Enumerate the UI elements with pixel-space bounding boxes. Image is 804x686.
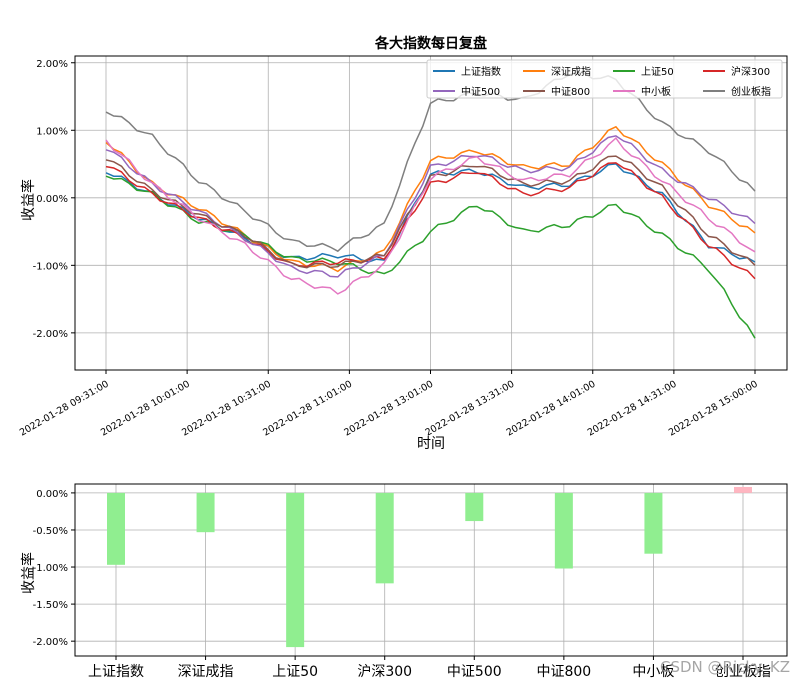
x-tick-label: 2022-01-28 13:01:00 — [342, 379, 435, 439]
series-line-创业板指 — [105, 71, 756, 253]
bar-上证50 — [286, 492, 305, 648]
y-tick-label: -1.00% — [33, 563, 68, 574]
y-tick-label: 0.00% — [36, 489, 68, 500]
x-tick-label: 2022-01-28 15:00:00 — [667, 379, 760, 439]
y-tick-label: -0.50% — [33, 526, 68, 537]
bar-创业板指 — [734, 486, 752, 493]
x-tick-label: 中证500 — [447, 664, 502, 680]
legend-label: 上证50 — [641, 66, 674, 78]
bar-chart-x-ticks: 上证指数 深证成指 上证50 沪深300 中证500 中证800 中小板 创业板指 — [88, 656, 771, 680]
series-line-中证800 — [105, 155, 756, 269]
y-tick-label: -1.00% — [33, 261, 68, 272]
legend-box — [426, 59, 783, 99]
line-chart: 2.00% 1.00% 0.00% -1.00% -2.00% 2022-01-28 0… — [18, 35, 788, 452]
x-tick-label: 2022-01-28 14:31:00 — [586, 379, 679, 439]
line-chart-x-axis-label: 时间 — [417, 436, 445, 452]
x-tick-label: 2022-01-28 09:31:00 — [18, 379, 111, 439]
legend-label: 中小板 — [641, 85, 671, 98]
y-tick-label: 1.00% — [36, 126, 68, 137]
line-chart-y-ticks: 2.00% 1.00% 0.00% -1.00% -2.00% — [33, 59, 75, 340]
x-tick-label: 中小板 — [632, 664, 674, 680]
x-tick-label: 沪深300 — [357, 664, 412, 680]
x-tick-label: 上证50 — [272, 664, 318, 680]
y-tick-label: 0.00% — [36, 194, 68, 205]
series-line-深证成指 — [105, 125, 756, 273]
legend-label: 中证500 — [461, 85, 500, 98]
y-tick-label: -2.00% — [33, 637, 68, 648]
bar-chart-bars — [107, 486, 752, 648]
bar-chart-y-ticks: 0.00% -0.50% -1.00% -1.50% -2.00% — [33, 489, 75, 648]
bar-chart-y-axis-label: 收益率 — [20, 552, 37, 594]
y-tick-label: -1.50% — [33, 600, 68, 611]
legend-label: 上证指数 — [461, 65, 501, 78]
x-tick-label: 深证成指 — [178, 664, 234, 680]
line-chart-grid — [75, 56, 787, 370]
y-tick-label: -2.00% — [33, 329, 68, 340]
bar-中小板 — [644, 492, 663, 554]
series-line-中小板 — [105, 136, 756, 295]
line-chart-series — [105, 71, 756, 339]
x-tick-label: 上证指数 — [88, 664, 144, 680]
x-tick-label: 中证800 — [536, 664, 591, 680]
bar-上证指数 — [107, 492, 125, 565]
watermark-text: CSDN @Ricky_KZ — [659, 658, 790, 676]
x-tick-label: 2022-01-28 13:31:00 — [423, 379, 516, 439]
bar-chart-grid — [75, 484, 787, 656]
x-tick-label: 2022-01-28 10:01:00 — [99, 379, 192, 439]
x-tick-label: 2022-01-28 14:01:00 — [505, 379, 598, 439]
bar-chart-frame — [74, 483, 788, 657]
line-chart-legend: 上证指数 深证成指 上证50 沪深300 中证500 中证800 中小板 创业板指 — [426, 59, 783, 99]
series-line-沪深300 — [105, 162, 756, 280]
y-tick-label: 2.00% — [36, 59, 68, 70]
x-tick-label: 2022-01-28 10:31:00 — [180, 379, 273, 439]
legend-label: 沪深300 — [731, 65, 770, 78]
legend-label: 深证成指 — [551, 65, 591, 78]
line-chart-y-axis-label: 收益率 — [20, 179, 37, 221]
bar-chart: 0.00%-0.50%-1.00%-1.50%-2.00% 上证指数 深证成指 上证… — [20, 483, 788, 680]
line-chart-title: 各大指数每日复盘 — [374, 35, 487, 52]
bar-沪深300 — [375, 492, 394, 584]
series-line-中证500 — [105, 135, 756, 278]
x-tick-label: 创业板指 — [715, 664, 771, 680]
bar-中证500 — [465, 492, 484, 522]
legend-label: 中证800 — [551, 85, 590, 98]
x-tick-label: 2022-01-28 11:01:00 — [261, 379, 354, 439]
bar-深证成指 — [196, 492, 215, 533]
legend-label: 创业板指 — [731, 85, 771, 98]
bar-中证800 — [554, 492, 573, 569]
